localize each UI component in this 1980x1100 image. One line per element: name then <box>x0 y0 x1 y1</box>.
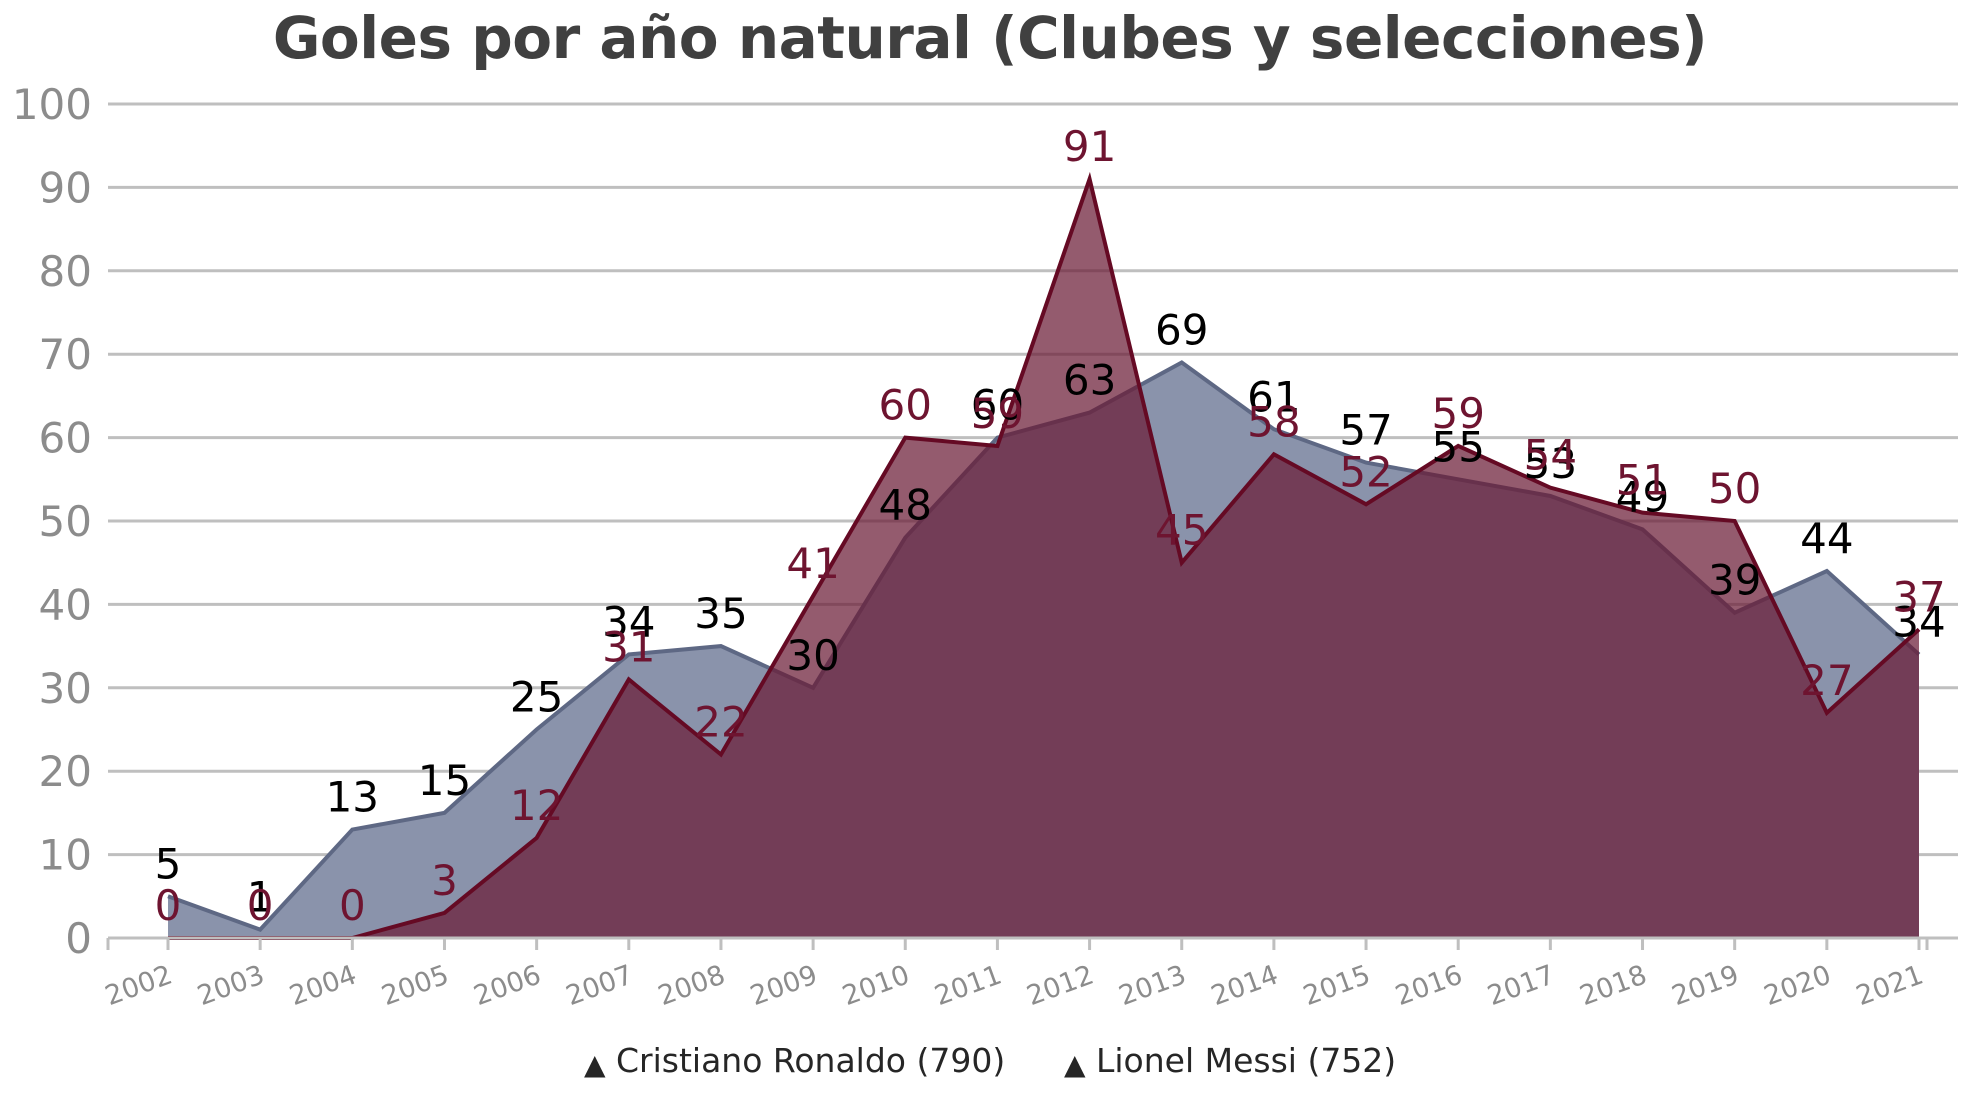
data-label-1: 0 <box>155 881 182 930</box>
y-tick-label: 20 <box>39 747 92 796</box>
y-tick-label: 70 <box>39 330 92 379</box>
x-tick-label: 2012 <box>1023 959 1098 1012</box>
chart-title: Goles por año natural (Clubes y seleccio… <box>272 4 1708 72</box>
data-label-0: 34 <box>602 597 655 646</box>
legend: ▲ Cristiano Ronaldo (790) ▲ Lionel Messi (7… <box>584 1041 1396 1081</box>
data-label-1: 22 <box>694 698 747 747</box>
y-tick-label: 50 <box>39 497 92 546</box>
data-label-1: 45 <box>1155 506 1208 555</box>
y-tick-label: 90 <box>39 163 92 212</box>
x-tick-label: 2019 <box>1668 959 1743 1012</box>
data-label-0: 34 <box>1892 597 1945 646</box>
data-label-0: 49 <box>1616 472 1669 521</box>
data-label-1: 52 <box>1339 447 1392 496</box>
data-label-1: 37 <box>1892 572 1945 621</box>
data-label-1: 60 <box>879 381 932 430</box>
y-tick-label: 60 <box>39 414 92 463</box>
data-label-1: 41 <box>786 539 839 588</box>
x-tick-label: 2004 <box>286 959 361 1012</box>
data-label-1: 3 <box>431 856 458 905</box>
x-tick-label: 2002 <box>101 959 176 1012</box>
x-tick-label: 2017 <box>1484 959 1559 1012</box>
y-tick-label: 80 <box>39 247 92 296</box>
y-tick-label: 10 <box>39 831 92 880</box>
data-label-1: 0 <box>339 881 366 930</box>
data-label-1: 54 <box>1524 431 1577 480</box>
data-label-1: 59 <box>971 389 1024 438</box>
data-label-1: 91 <box>1063 122 1116 171</box>
data-label-1: 31 <box>602 622 655 671</box>
data-label-1: 58 <box>1247 397 1300 446</box>
data-label-1: 27 <box>1800 656 1853 705</box>
legend-marker-icon: ▲ <box>1064 1048 1086 1081</box>
x-tick-label: 2016 <box>1391 959 1466 1012</box>
x-tick-label: 2013 <box>1115 959 1190 1012</box>
legend-marker-icon: ▲ <box>584 1048 606 1081</box>
x-tick-label: 2021 <box>1852 959 1927 1012</box>
x-tick-label: 2018 <box>1576 959 1651 1012</box>
data-label-1: 59 <box>1431 389 1484 438</box>
x-tick-label: 2020 <box>1760 959 1835 1012</box>
data-label-0: 1 <box>247 873 274 922</box>
data-label-0: 63 <box>1063 356 1116 405</box>
legend-entry-label: Lionel Messi (752) <box>1096 1041 1396 1080</box>
series-areas <box>167 171 1921 940</box>
data-label-0: 44 <box>1800 514 1853 563</box>
data-label-0: 5 <box>155 839 182 888</box>
legend-entry-label: Cristiano Ronaldo (790) <box>616 1041 1005 1080</box>
x-tick-label: 2006 <box>470 959 545 1012</box>
data-label-0: 15 <box>418 756 471 805</box>
x-tick-label: 2011 <box>931 959 1006 1012</box>
data-label-0: 25 <box>510 673 563 722</box>
data-label-1: 51 <box>1616 456 1669 505</box>
y-tick-label: 100 <box>12 80 92 129</box>
x-tick-label: 2003 <box>193 959 268 1012</box>
data-label-0: 61 <box>1247 372 1300 421</box>
y-tick-label: 40 <box>39 580 92 629</box>
data-label-1: 0 <box>247 881 274 930</box>
x-tick-label: 2015 <box>1299 959 1374 1012</box>
x-tick-label: 2005 <box>378 959 453 1012</box>
data-label-0: 53 <box>1524 439 1577 488</box>
y-tick-label: 0 <box>65 914 92 963</box>
data-label-0: 55 <box>1431 422 1484 471</box>
data-label-0: 39 <box>1708 556 1761 605</box>
series-line-1 <box>168 171 1921 940</box>
x-tick-label: 2009 <box>746 959 821 1012</box>
data-label-1: 12 <box>510 781 563 830</box>
data-label-0: 69 <box>1155 306 1208 355</box>
series-area-1 <box>168 179 1919 938</box>
x-tick-label: 2014 <box>1207 959 1282 1012</box>
data-label-0: 60 <box>971 381 1024 430</box>
data-label-0: 30 <box>786 631 839 680</box>
data-label-0: 48 <box>879 481 932 530</box>
data-label-0: 35 <box>694 589 747 638</box>
x-tick-label: 2010 <box>838 959 913 1012</box>
x-tick-label: 2008 <box>654 959 729 1012</box>
x-tick-label: 2007 <box>562 959 637 1012</box>
data-label-1: 50 <box>1708 464 1761 513</box>
y-tick-label: 30 <box>39 664 92 713</box>
data-label-0: 57 <box>1339 406 1392 455</box>
data-label-0: 13 <box>326 773 379 822</box>
